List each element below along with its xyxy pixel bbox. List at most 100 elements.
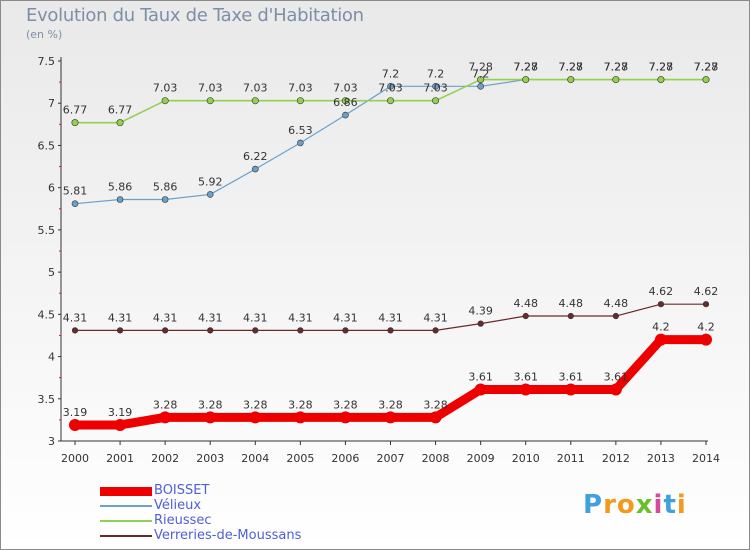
series-layer: [69, 76, 712, 431]
x-tick-label: 2013: [647, 452, 675, 465]
data-label: 4.31: [108, 311, 133, 324]
x-tick-label: 2000: [61, 452, 89, 465]
x-tick-label: 2003: [196, 452, 224, 465]
data-point: [432, 327, 439, 334]
data-point: [206, 191, 214, 198]
data-point: [339, 411, 352, 424]
x-tick-label: 2008: [422, 452, 450, 465]
legend-label: Vélieux: [154, 498, 202, 513]
data-label: 3.28: [153, 398, 178, 411]
data-point: [71, 119, 79, 127]
legend-swatch: [100, 520, 152, 522]
data-label: 7.03: [288, 82, 313, 95]
data-point: [519, 383, 532, 396]
data-point: [161, 196, 169, 203]
data-label: 4.39: [468, 305, 493, 318]
x-tick-label: 2007: [377, 452, 405, 465]
x-tick-label: 2011: [557, 452, 585, 465]
legend-label: BOISSET: [154, 483, 210, 498]
data-label: 3.28: [423, 398, 448, 411]
data-label: 4.31: [153, 311, 178, 324]
data-label: 7.03: [333, 82, 358, 95]
data-label: 5.92: [198, 175, 223, 188]
data-point: [159, 411, 172, 424]
data-label: 7.27: [513, 61, 538, 74]
logo-letter: i: [676, 490, 687, 520]
data-label: 3.19: [63, 406, 88, 419]
chart-unit-label: (en %): [26, 28, 63, 41]
data-point: [657, 76, 665, 84]
x-tick-label: 2006: [331, 452, 359, 465]
data-point: [700, 333, 712, 346]
data-label: 7.03: [243, 82, 268, 95]
data-label: 4.31: [333, 311, 358, 324]
proxiti-logo: Proxiti: [583, 490, 687, 520]
data-point: [251, 165, 259, 173]
y-tick-label: 4.5: [38, 308, 56, 321]
data-point: [342, 111, 349, 119]
logo-letter: P: [583, 490, 604, 520]
legend-swatch: [100, 505, 152, 507]
y-tick-label: 3: [48, 435, 55, 448]
x-tick-label: 2009: [467, 452, 495, 465]
data-point: [387, 83, 394, 90]
data-point: [522, 312, 529, 320]
data-label: 4.31: [288, 311, 313, 324]
data-label: 5.81: [63, 185, 88, 198]
data-point: [114, 418, 127, 431]
x-tick-label: 2005: [286, 452, 314, 465]
data-label: 7.2: [472, 67, 490, 80]
data-point: [71, 327, 79, 334]
data-label: 4.31: [243, 311, 268, 324]
data-label: 4.31: [378, 311, 403, 324]
data-label: 4.48: [559, 297, 584, 310]
data-label: 6.22: [243, 150, 268, 163]
x-tick-label: 2010: [512, 452, 540, 465]
data-label: 7.03: [423, 82, 448, 95]
data-label: 3.61: [468, 370, 493, 383]
data-point: [432, 83, 439, 90]
data-label: 5.86: [108, 180, 133, 193]
data-label: 7.28: [513, 61, 538, 74]
y-tick-label: 5: [48, 266, 55, 279]
data-point: [609, 383, 622, 396]
x-tick-label: 2012: [602, 452, 630, 465]
data-point: [567, 76, 575, 84]
data-point: [702, 76, 710, 84]
data-point: [612, 76, 620, 84]
data-label: 7.28: [559, 61, 584, 74]
data-point: [342, 327, 349, 334]
data-label: 3.61: [604, 370, 629, 383]
data-point: [657, 301, 665, 308]
y-tick-label: 7: [48, 97, 55, 110]
data-labels-layer: 3.19 3.19 3.28 3.28 3.28 3.28 3.28 3.28 3.28 3.61…: [63, 61, 719, 419]
data-label: 6.77: [63, 104, 88, 117]
y-tick-label: 6: [48, 182, 55, 195]
data-point: [567, 312, 574, 320]
data-label: 6.77: [108, 104, 133, 117]
data-label: 7.27: [694, 61, 719, 74]
data-point: [564, 383, 577, 396]
data-point: [116, 196, 124, 203]
data-label: 3.28: [333, 398, 358, 411]
data-label: 4.48: [513, 297, 538, 310]
data-label: 3.28: [198, 398, 223, 411]
data-point: [297, 139, 304, 147]
logo-letter: o: [616, 490, 636, 520]
data-point: [429, 411, 442, 424]
data-point: [204, 411, 217, 424]
data-label: 3.28: [288, 398, 313, 411]
data-label: 3.61: [513, 370, 538, 383]
y-tick-label: 5.5: [38, 224, 56, 237]
data-point: [386, 97, 394, 105]
data-point: [71, 200, 79, 208]
y-tick-label: 7.5: [38, 55, 56, 68]
data-point: [432, 97, 440, 105]
data-label: 7.28: [649, 61, 674, 74]
data-point: [384, 411, 397, 424]
data-point: [612, 312, 619, 320]
y-tick-label: 4: [48, 351, 55, 364]
data-point: [69, 418, 81, 431]
data-label: 4.31: [63, 311, 88, 324]
data-point: [477, 320, 484, 327]
